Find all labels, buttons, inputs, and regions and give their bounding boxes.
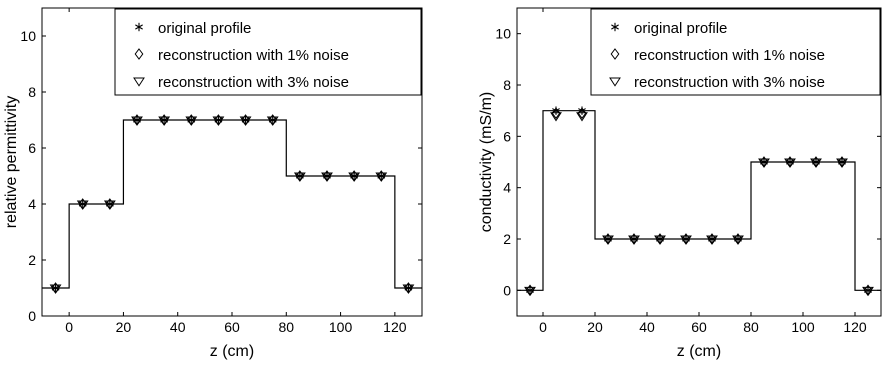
legend-diamond-icon [610,48,620,60]
y-tick-label: 8 [503,77,511,93]
y-tick-label: 10 [495,26,511,42]
y-tick-label: 0 [503,282,511,298]
x-tick-label: 100 [791,319,815,335]
x-tick-label: 0 [539,319,547,335]
triangle-down-marker [862,286,874,297]
legend-asterisk-icon [611,22,619,32]
x-tick-label: 120 [843,319,867,335]
legend-asterisk-icon [135,22,143,32]
legend-triangle-down-icon [133,77,145,87]
legend-label: reconstruction with 3% noise [158,74,349,91]
triangle-down-marker [375,172,388,182]
legend-box [590,8,881,96]
triangle-down-marker [185,116,198,126]
triangle-down-marker [239,116,252,126]
triangle-down-marker [550,112,562,122]
triangle-down-marker [103,200,116,210]
triangle-down-marker [212,116,225,126]
y-tick-label: 6 [28,140,36,156]
triangle-down-marker [293,172,306,182]
y-tick-label: 0 [28,308,36,324]
legend-label: original profile [158,20,251,37]
x-tick-label: 0 [65,319,73,335]
y-axis-label: conductivity (mS/m) [478,92,495,232]
series-triangle-down [49,116,415,294]
legend-label: reconstruction with 3% noise [634,74,825,91]
original-profile-line [42,119,422,289]
legend-diamond-icon [134,48,144,60]
triangle-down-marker [131,116,143,126]
y-tick-label: 2 [28,252,36,268]
triangle-down-marker [524,286,536,297]
x-tick-label: 60 [691,319,707,335]
y-tick-label: 4 [28,196,36,212]
y-tick-label: 10 [20,28,36,44]
chart-panel-1: 0 20 40 60 80 100 120 0 2 4 6 8 10 z (cm) relative per… [3,7,423,360]
x-tick-label: 80 [743,319,759,335]
x-tick-label: 120 [383,319,407,335]
triangle-down-marker [628,235,640,245]
y-tick-label: 2 [503,231,511,247]
chart-panel-2: 0 20 40 60 80 100 120 0 2 4 6 8 10 z (cm) conductivity… [478,7,882,360]
diamond-marker [577,107,587,120]
triangle-down-marker [402,284,415,294]
y-axis-label: relative permittivity [3,96,20,228]
legend-label: reconstruction with 1% noise [634,47,825,64]
x-axis-label: z (cm) [210,343,254,360]
x-tick-label: 20 [587,319,603,335]
x-tick-label: 100 [329,319,353,335]
triangle-down-marker [348,172,361,182]
triangle-down-marker [758,158,770,168]
x-tick-label: 80 [278,319,294,335]
series-triangle-down [524,112,874,297]
triangle-down-marker [810,158,822,168]
x-tick-label: 60 [224,319,240,335]
triangle-down-marker [654,235,666,245]
x-axis-label: z (cm) [677,343,721,360]
triangle-down-marker [784,158,796,168]
triangle-down-marker [76,200,89,210]
triangle-down-marker [680,235,692,245]
triangle-down-marker [602,235,614,245]
triangle-down-marker [706,235,718,245]
triangle-down-marker [321,172,333,182]
legend-box [114,8,422,96]
legend-triangle-down-icon [609,77,621,87]
triangle-down-marker [158,116,171,126]
legend-label: original profile [634,20,727,37]
diamond-marker [551,107,561,120]
original-profile-line [517,110,881,291]
triangle-down-marker [836,158,848,168]
triangle-down-marker [266,116,279,126]
y-tick-label: 6 [503,128,511,144]
x-tick-label: 20 [116,319,132,335]
triangle-down-marker [576,112,588,122]
y-tick-label: 4 [503,180,511,196]
x-tick-label: 40 [639,319,655,335]
x-tick-label: 40 [170,319,186,335]
y-tick-label: 8 [28,84,36,100]
triangle-down-marker [732,235,744,245]
triangle-down-marker [49,284,62,294]
legend-label: reconstruction with 1% noise [158,47,349,64]
